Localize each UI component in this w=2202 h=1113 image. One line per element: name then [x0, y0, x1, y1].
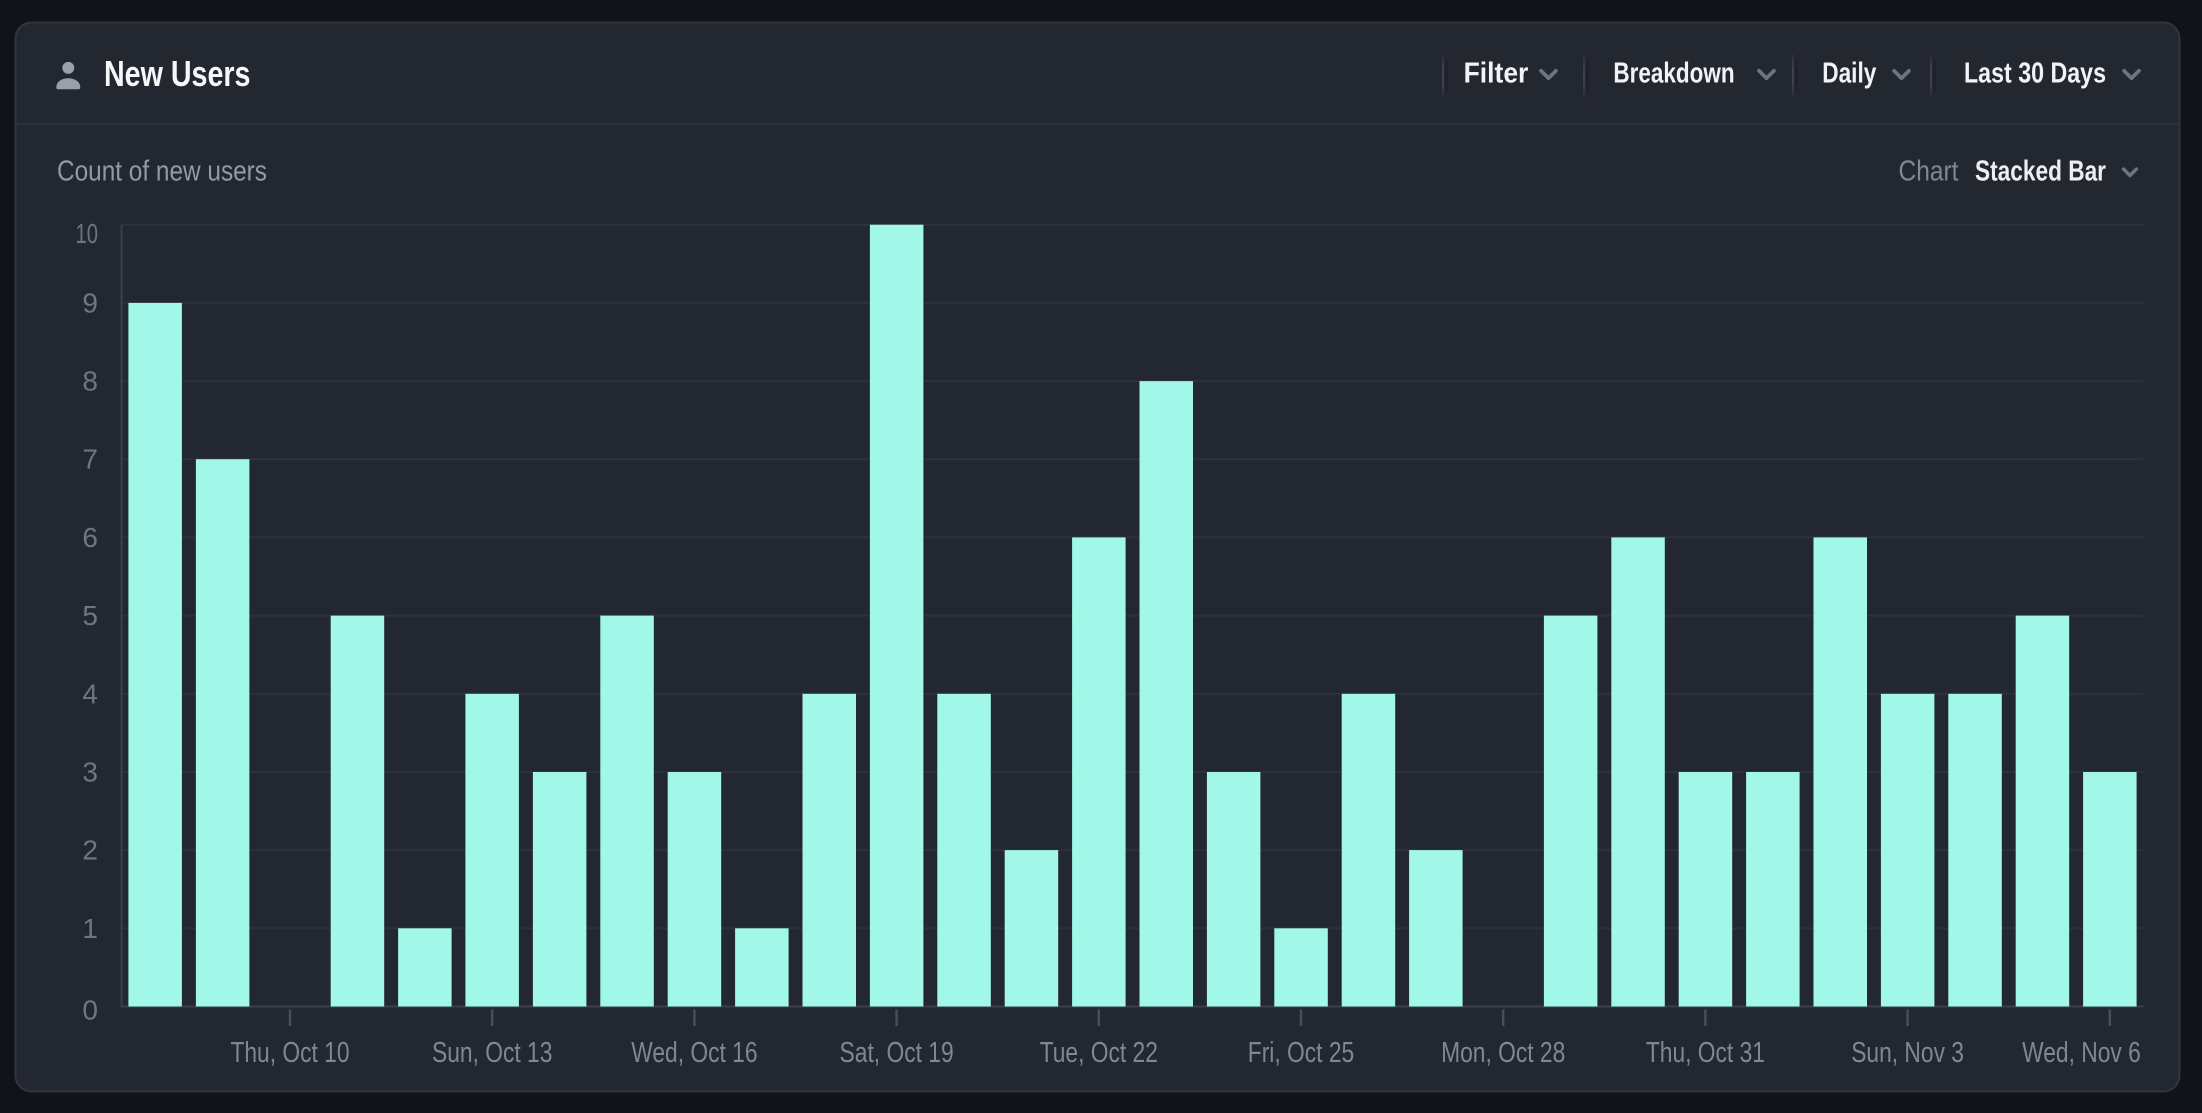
svg-text:9: 9: [82, 287, 98, 318]
svg-text:Daily: Daily: [1822, 58, 1876, 90]
svg-text:Wed, Oct 16: Wed, Oct 16: [631, 1037, 757, 1069]
svg-text:Chart: Chart: [1899, 156, 1959, 188]
svg-text:1: 1: [82, 913, 98, 944]
svg-text:Filter: Filter: [1464, 58, 1529, 90]
svg-text:Tue, Oct 22: Tue, Oct 22: [1040, 1037, 1158, 1069]
svg-text:Mon, Oct 28: Mon, Oct 28: [1441, 1037, 1565, 1069]
svg-text:Thu, Oct 10: Thu, Oct 10: [230, 1037, 349, 1069]
svg-text:Thu, Oct 31: Thu, Oct 31: [1646, 1037, 1765, 1069]
svg-text:Last 30 Days: Last 30 Days: [1964, 58, 2106, 90]
svg-text:7: 7: [82, 444, 98, 475]
svg-text:Stacked Bar: Stacked Bar: [1975, 156, 2106, 188]
svg-text:8: 8: [82, 366, 98, 397]
svg-text:0: 0: [82, 995, 98, 1026]
svg-text:10: 10: [76, 218, 99, 249]
svg-text:Wed, Nov 6: Wed, Nov 6: [2022, 1037, 2141, 1069]
svg-text:Sun, Nov 3: Sun, Nov 3: [1851, 1037, 1964, 1069]
svg-text:Sun, Oct 13: Sun, Oct 13: [432, 1037, 552, 1069]
svg-text:Fri, Oct 25: Fri, Oct 25: [1248, 1037, 1354, 1069]
svg-text:2: 2: [82, 835, 98, 866]
svg-text:5: 5: [82, 600, 98, 631]
svg-text:6: 6: [82, 522, 98, 553]
svg-text:Count of new users: Count of new users: [57, 156, 267, 188]
svg-text:New Users: New Users: [104, 53, 251, 94]
svg-text:3: 3: [82, 757, 98, 788]
svg-text:Sat, Oct 19: Sat, Oct 19: [840, 1037, 954, 1069]
svg-text:Breakdown: Breakdown: [1613, 58, 1734, 90]
svg-text:4: 4: [82, 678, 98, 709]
